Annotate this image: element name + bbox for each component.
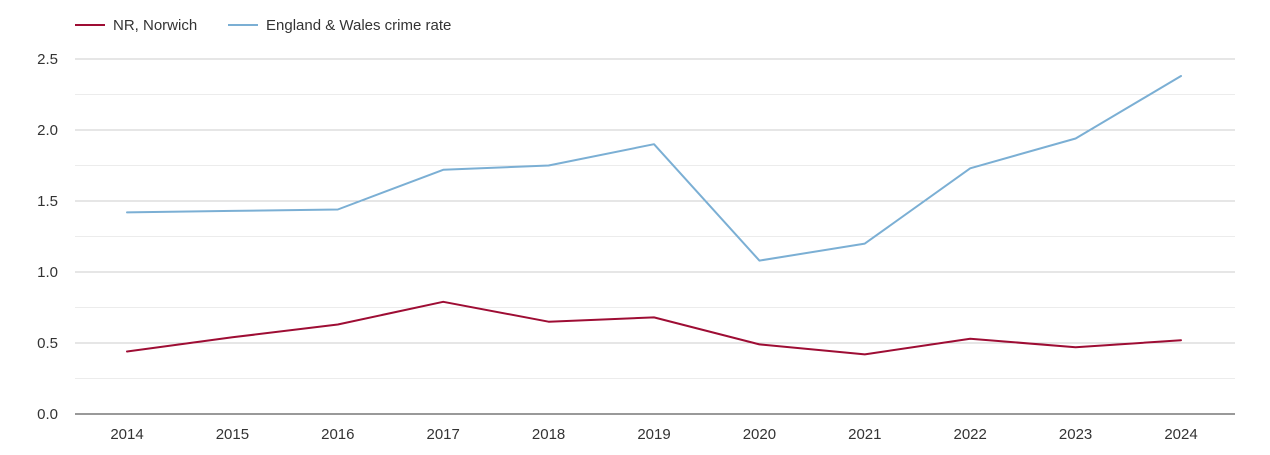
grid	[75, 58, 1235, 379]
x-tick-label: 2020	[743, 426, 776, 443]
x-tick-label: 2021	[848, 426, 881, 443]
x-tick-label: 2019	[637, 426, 670, 443]
x-tick-label: 2024	[1164, 426, 1197, 443]
x-tick-label: 2014	[110, 426, 143, 443]
legend-label-0: NR, Norwich	[113, 17, 197, 34]
x-tick-label: 2016	[321, 426, 354, 443]
legend: NR, Norwich England & Wales crime rate	[75, 17, 451, 34]
x-tick-label: 2015	[216, 426, 249, 443]
y-axis: 0.0 0.5 1.0 1.5 2.0 2.5	[37, 51, 58, 423]
y-tick-label: 1.5	[37, 193, 58, 210]
y-tick-label: 1.0	[37, 264, 58, 281]
legend-label-1: England & Wales crime rate	[266, 17, 451, 34]
y-tick-label: 0.5	[37, 335, 58, 352]
y-tick-label: 2.0	[37, 122, 58, 139]
series-line-1	[126, 75, 1182, 262]
x-tick-label: 2018	[532, 426, 565, 443]
series-line-0	[126, 300, 1182, 356]
y-tick-label: 0.0	[37, 406, 58, 423]
x-tick-label: 2017	[427, 426, 460, 443]
x-axis: 2014 2015 2016 2017 2018 2019 2020 2021 2022 2023…	[75, 413, 1235, 443]
series-layer	[126, 75, 1182, 356]
x-tick-label: 2022	[954, 426, 987, 443]
y-tick-label: 2.5	[37, 51, 58, 68]
x-tick-label: 2023	[1059, 426, 1092, 443]
